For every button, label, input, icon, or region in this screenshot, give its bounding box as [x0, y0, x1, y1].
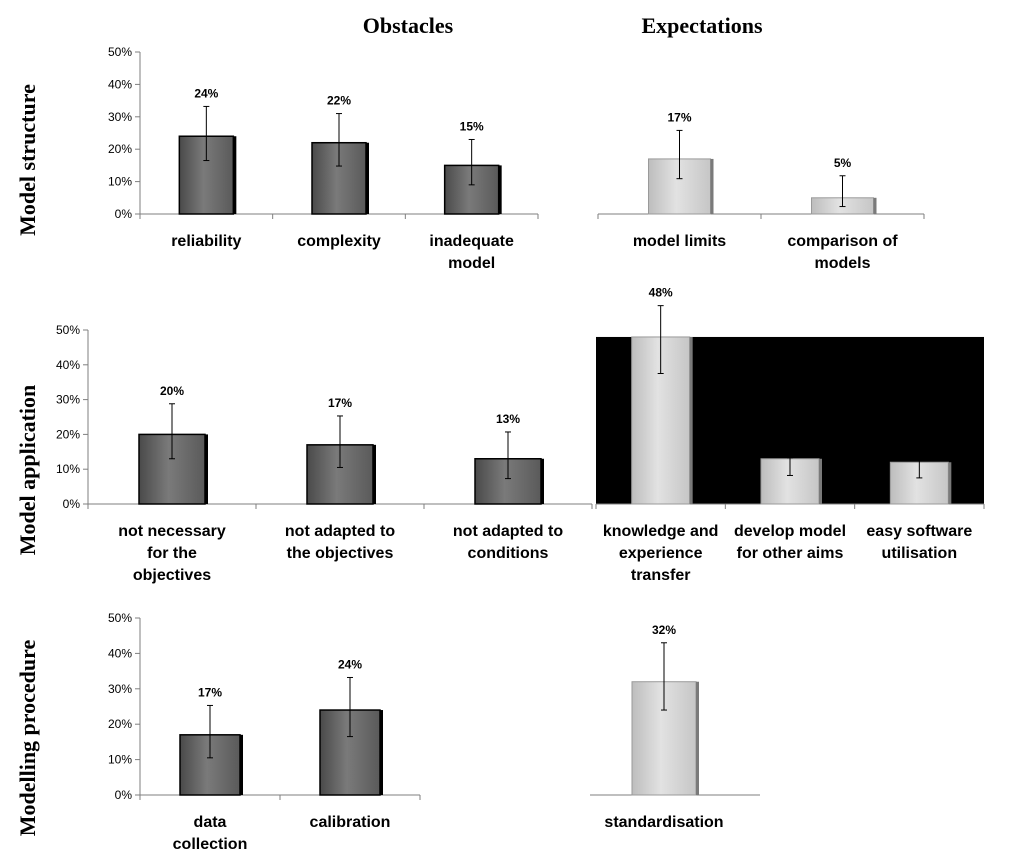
category-label-line: easy software: [866, 523, 972, 540]
y-tick-label: 20%: [108, 142, 132, 156]
bar-shadow: [380, 710, 383, 795]
row-title-modelling-procedure: Modelling procedure: [15, 639, 40, 836]
y-tick-label: 40%: [108, 646, 132, 660]
y-tick-label: 10%: [56, 462, 80, 476]
category-label-line: develop model: [734, 523, 846, 540]
category-label: not necessary for the objectives: [118, 523, 226, 584]
category-label-line: models: [814, 255, 870, 272]
bar-shadow: [689, 336, 693, 504]
data-label: 17%: [328, 396, 352, 410]
category-label: complexity: [297, 233, 381, 250]
category-label-line: knowledge and: [603, 523, 719, 540]
category-label-line: not necessary: [118, 523, 226, 540]
data-label: 5%: [834, 156, 852, 170]
y-tick-label: 30%: [108, 682, 132, 696]
y-tick-label: 20%: [108, 717, 132, 731]
category-label-line: comparison of: [787, 233, 898, 250]
column-title-expectations: Expectations: [642, 13, 763, 38]
y-tick-label: 50%: [56, 323, 80, 337]
bar-shadow: [710, 158, 714, 214]
category-label-line: data: [194, 814, 227, 831]
category-label: easy software utilisation: [866, 523, 972, 562]
panel-mp-obs: 0% 10% 20% 30% 40% 50% 17% data collection 24% cal…: [108, 611, 421, 853]
y-tick-label: 0%: [115, 788, 133, 802]
y-tick-label: 30%: [108, 110, 132, 124]
bar-shadow: [873, 197, 877, 214]
panel-ma-exp: 48% knowledge and experience transfer develo…: [595, 286, 985, 584]
y-tick-label: 40%: [108, 77, 132, 91]
category-label-line: model limits: [633, 233, 726, 250]
category-label: comparison of models: [787, 233, 898, 272]
y-tick-label: 20%: [56, 427, 80, 441]
panel-ma-obs: 0% 10% 20% 30% 40% 50% 20% not necessary for the…: [56, 323, 593, 584]
bar-shadow: [498, 165, 502, 214]
category-label-line: utilisation: [882, 545, 958, 562]
category-label: data collection: [173, 814, 248, 853]
y-tick-label: 10%: [108, 175, 132, 189]
category-label-line: transfer: [631, 567, 691, 584]
row-title-model-structure: Model structure: [15, 84, 40, 236]
y-tick-label: 0%: [63, 497, 81, 511]
category-label: calibration: [310, 814, 391, 831]
category-label: not adapted to the objectives: [285, 523, 395, 562]
bar-shadow: [541, 458, 544, 504]
y-tick-label: 10%: [108, 753, 132, 767]
category-label: inadequate model: [429, 233, 514, 272]
data-label: 17%: [198, 685, 222, 699]
bar-shadow: [205, 434, 208, 504]
data-label: 48%: [649, 286, 673, 300]
category-label: develop model for other aims: [734, 523, 846, 562]
bar-shadow: [373, 444, 376, 504]
y-tick-label: 50%: [108, 611, 132, 625]
category-label-line: reliability: [171, 233, 241, 250]
category-label-line: experience: [619, 545, 703, 562]
category-label-line: for the: [147, 545, 197, 562]
y-tick-label: 40%: [56, 358, 80, 372]
data-label: 32%: [652, 623, 676, 637]
category-label-line: collection: [173, 836, 248, 853]
bar-shadow: [366, 142, 369, 214]
y-tick-label: 0%: [115, 207, 133, 221]
category-label: knowledge and experience transfer: [603, 523, 719, 584]
data-label: 17%: [667, 110, 691, 124]
bar-shadow: [948, 462, 952, 504]
panel-ms-exp: 17% model limits 5% comparison of models: [597, 110, 925, 272]
category-label-line: not adapted to: [285, 523, 395, 540]
data-label: 13%: [496, 412, 520, 426]
data-label: 24%: [338, 657, 362, 671]
data-label: 20%: [160, 384, 184, 398]
category-label-line: inadequate: [429, 233, 514, 250]
category-label-line: standardisation: [604, 814, 723, 831]
chart-panels: 0% 10% 20% 30% 40% 50% 24% reliability 22% comple…: [56, 45, 985, 853]
category-label-line: conditions: [468, 545, 549, 562]
bar-shadow: [233, 136, 237, 214]
y-tick-label: 50%: [108, 45, 132, 59]
category-label: reliability: [171, 233, 241, 250]
column-title-obstacles: Obstacles: [363, 13, 454, 38]
panel-mp-exp: 32% standardisation: [590, 623, 760, 831]
category-label-line: not adapted to: [453, 523, 563, 540]
category-label: model limits: [633, 233, 726, 250]
row-title-model-application: Model application: [15, 385, 40, 556]
data-label: 24%: [194, 86, 218, 100]
category-label-line: the objectives: [287, 545, 394, 562]
category-label: not adapted to conditions: [453, 523, 563, 562]
category-label-line: objectives: [133, 567, 211, 584]
category-label: standardisation: [604, 814, 723, 831]
data-label: 15%: [460, 119, 484, 133]
bar-shadow: [819, 458, 822, 504]
category-label-line: complexity: [297, 233, 381, 250]
category-label-line: calibration: [310, 814, 391, 831]
data-label: 22%: [327, 94, 351, 108]
panel-ms-obs: 0% 10% 20% 30% 40% 50% 24% reliability 22% comple…: [108, 45, 539, 272]
category-label-line: model: [448, 255, 495, 272]
bar-shadow: [696, 681, 699, 795]
y-tick-label: 30%: [56, 393, 80, 407]
bar-shadow: [240, 734, 243, 795]
category-label-line: for other aims: [737, 545, 844, 562]
